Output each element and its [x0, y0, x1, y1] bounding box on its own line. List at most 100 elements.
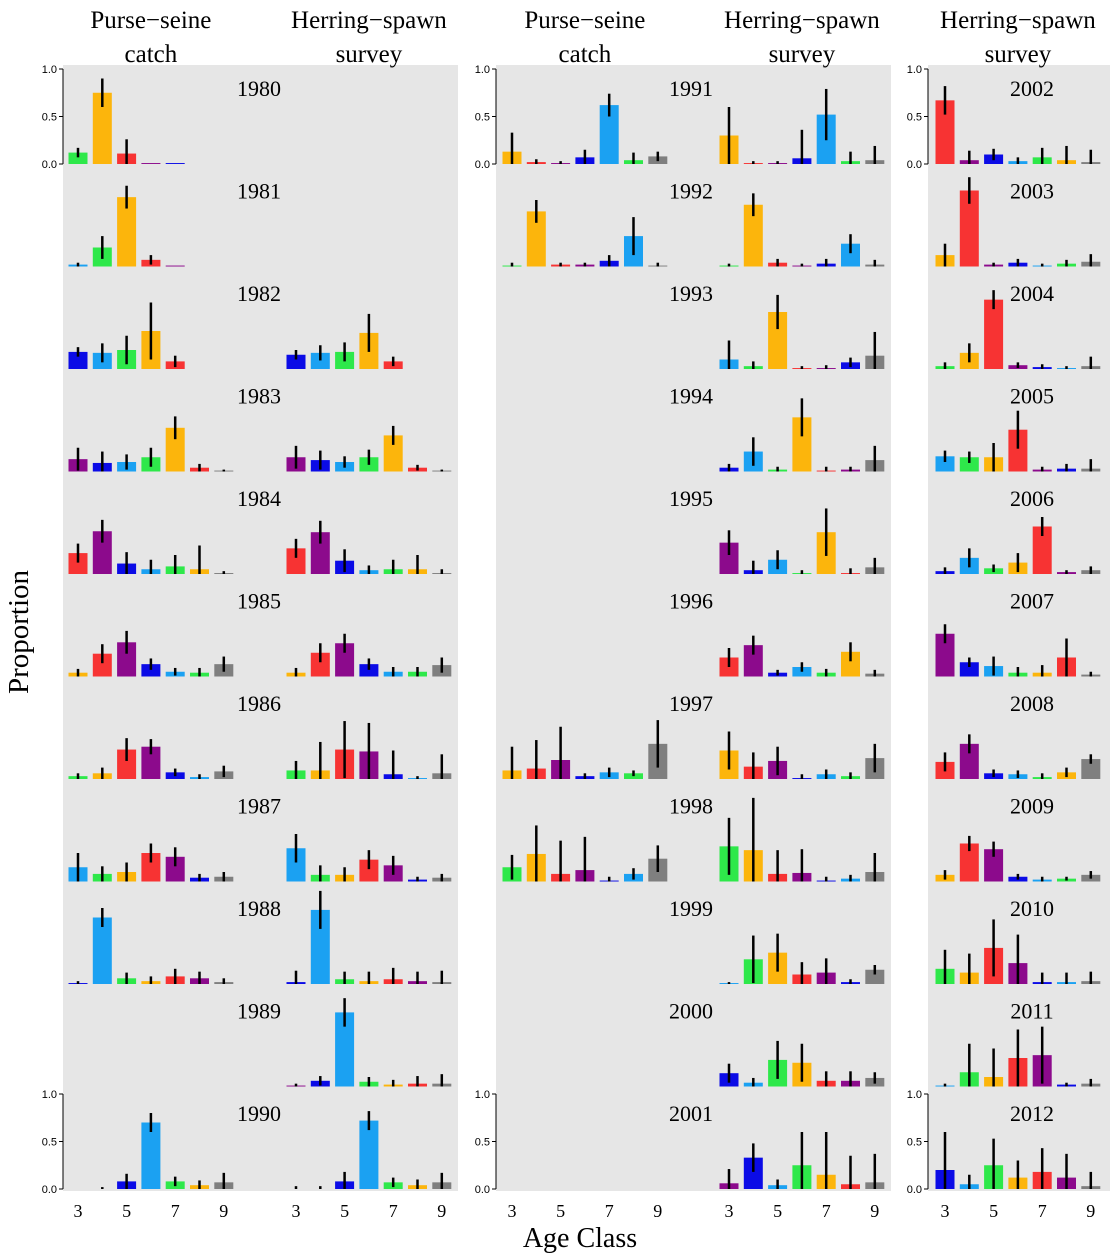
year-label: 2007: [1010, 589, 1054, 614]
bar: [335, 643, 355, 677]
y-tick-label: 1.0: [42, 1089, 57, 1101]
x-tick-label: 9: [437, 1201, 446, 1221]
bar: [141, 664, 161, 677]
bar: [359, 1120, 379, 1189]
year-label: 1998: [669, 794, 713, 819]
y-tick-label: 1.0: [475, 64, 490, 76]
bar: [141, 853, 161, 882]
y-axis-label: Proportion: [3, 569, 35, 694]
bar: [141, 1122, 161, 1189]
year-label: 1985: [237, 589, 281, 614]
bar: [68, 152, 88, 164]
year-label: 2010: [1010, 896, 1054, 921]
year-label: 1990: [237, 1101, 281, 1126]
x-tick-label: 7: [605, 1201, 614, 1221]
bar: [165, 163, 185, 164]
bar: [743, 1157, 763, 1189]
year-label: 1997: [669, 691, 713, 716]
column-title: Herring−spawn: [291, 7, 447, 34]
bar: [984, 299, 1004, 369]
panel-background: [928, 65, 1110, 1191]
year-label: 1995: [669, 486, 713, 511]
x-tick-label: 3: [74, 1201, 83, 1221]
year-label: 1982: [237, 281, 281, 306]
column-title: Herring−spawn: [724, 7, 880, 34]
bar: [865, 969, 885, 984]
y-tick-label: 0.0: [42, 1184, 57, 1196]
bar: [599, 105, 619, 164]
year-label: 1980: [237, 76, 281, 101]
bar: [68, 351, 88, 369]
x-tick-label: 5: [122, 1201, 131, 1221]
year-label: 2003: [1010, 179, 1054, 204]
column-title: Herring−spawn: [940, 7, 1096, 34]
bar: [92, 653, 112, 677]
bar: [286, 354, 306, 369]
bar: [383, 435, 403, 472]
bar: [719, 542, 739, 574]
x-tick-label: 5: [340, 1201, 349, 1221]
bar: [935, 633, 955, 677]
column-title: survey: [769, 41, 836, 68]
column-title: survey: [985, 41, 1052, 68]
year-label: 1987: [237, 794, 281, 819]
column-title: catch: [559, 41, 612, 68]
x-axis-label: Age Class: [523, 1223, 637, 1254]
bar: [310, 909, 330, 984]
y-tick-label: 0.0: [475, 1184, 490, 1196]
x-tick-label: 3: [508, 1201, 517, 1221]
y-tick-label: 1.0: [475, 1089, 490, 1101]
bar: [335, 1012, 355, 1087]
year-label: 2000: [669, 999, 713, 1024]
y-tick-label: 0.5: [475, 112, 490, 124]
y-tick-label: 0.5: [475, 1137, 490, 1149]
bar: [984, 849, 1004, 882]
x-tick-label: 7: [822, 1201, 831, 1221]
column-title: survey: [336, 41, 403, 68]
bar: [959, 457, 979, 472]
bar: [165, 427, 185, 472]
bar: [286, 848, 306, 882]
year-label: 1999: [669, 896, 713, 921]
y-tick-label: 0.0: [907, 159, 922, 171]
bar: [743, 645, 763, 677]
bar: [359, 859, 379, 882]
year-label: 1994: [669, 384, 713, 409]
bar: [792, 417, 812, 472]
panel-background: [496, 65, 891, 1191]
bar: [117, 197, 137, 267]
bar: [959, 190, 979, 267]
bar: [935, 100, 955, 164]
bar: [117, 642, 137, 677]
column-title: Purse−seine: [90, 7, 211, 34]
bar: [1008, 429, 1028, 472]
bar: [959, 743, 979, 779]
bar: [92, 92, 112, 164]
bar: [359, 664, 379, 677]
bar: [1081, 759, 1101, 779]
year-label: 2002: [1010, 76, 1054, 101]
bar: [1032, 526, 1052, 574]
bar: [310, 532, 330, 574]
bar: [117, 749, 137, 779]
year-label: 1981: [237, 179, 281, 204]
bar: [841, 243, 860, 267]
x-tick-label: 3: [725, 1201, 734, 1221]
y-tick-label: 1.0: [42, 64, 57, 76]
bar: [92, 917, 112, 984]
y-tick-label: 0.5: [907, 1137, 922, 1149]
year-label: 1996: [669, 589, 713, 614]
year-label: 1993: [669, 281, 713, 306]
year-label: 2011: [1010, 999, 1053, 1024]
bar: [141, 746, 161, 779]
column-title: Purse−seine: [524, 7, 645, 34]
y-tick-label: 0.5: [42, 1137, 57, 1149]
year-label: 2008: [1010, 691, 1054, 716]
year-label: 1992: [669, 179, 713, 204]
year-label: 2005: [1010, 384, 1054, 409]
year-label: 1991: [669, 76, 713, 101]
x-tick-label: 5: [556, 1201, 565, 1221]
x-tick-label: 3: [941, 1201, 950, 1221]
x-tick-label: 9: [653, 1201, 662, 1221]
y-tick-label: 0.0: [475, 159, 490, 171]
